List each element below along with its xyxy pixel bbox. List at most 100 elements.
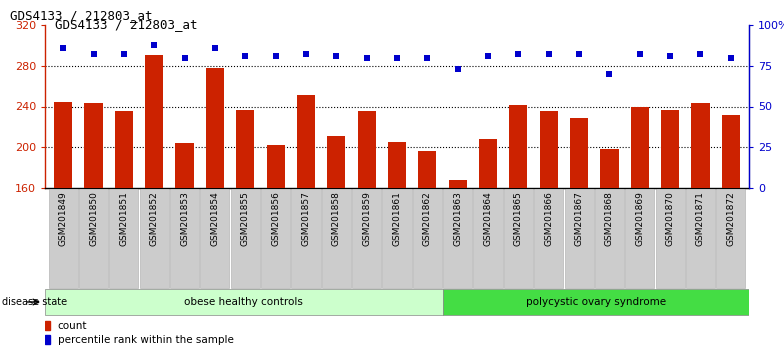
- Text: GSM201870: GSM201870: [666, 191, 674, 246]
- FancyBboxPatch shape: [49, 188, 78, 288]
- Bar: [297, 95, 315, 351]
- Bar: [236, 109, 254, 351]
- FancyBboxPatch shape: [442, 289, 749, 315]
- Point: [421, 55, 434, 61]
- Text: GSM201861: GSM201861: [393, 191, 401, 246]
- Point: [724, 55, 737, 61]
- Bar: [206, 68, 224, 351]
- FancyBboxPatch shape: [109, 188, 139, 288]
- Bar: [722, 115, 740, 351]
- Point: [543, 52, 555, 57]
- FancyBboxPatch shape: [230, 188, 260, 288]
- Bar: [176, 143, 194, 351]
- Bar: [601, 149, 619, 351]
- Bar: [114, 110, 133, 351]
- Text: obese healthy controls: obese healthy controls: [184, 297, 303, 307]
- Text: GSM201867: GSM201867: [575, 191, 583, 246]
- Text: GSM201859: GSM201859: [362, 191, 371, 246]
- FancyBboxPatch shape: [79, 188, 108, 288]
- Bar: [145, 55, 163, 351]
- Point: [178, 55, 191, 61]
- Point: [633, 52, 646, 57]
- Bar: [54, 102, 72, 351]
- FancyBboxPatch shape: [534, 188, 563, 288]
- Text: GSM201857: GSM201857: [302, 191, 310, 246]
- Text: polycystic ovary syndrome: polycystic ovary syndrome: [526, 297, 666, 307]
- FancyBboxPatch shape: [474, 188, 503, 288]
- Bar: [630, 107, 649, 351]
- FancyBboxPatch shape: [261, 188, 290, 288]
- FancyBboxPatch shape: [292, 188, 321, 288]
- FancyBboxPatch shape: [352, 188, 381, 288]
- Text: GDS4133 / 212803_at: GDS4133 / 212803_at: [10, 10, 153, 22]
- FancyBboxPatch shape: [655, 188, 684, 288]
- Text: count: count: [57, 321, 87, 331]
- Text: GSM201862: GSM201862: [423, 191, 432, 246]
- FancyBboxPatch shape: [625, 188, 655, 288]
- FancyBboxPatch shape: [413, 188, 442, 288]
- Text: GSM201849: GSM201849: [59, 191, 67, 246]
- Point: [603, 71, 615, 77]
- Point: [390, 55, 403, 61]
- Bar: [539, 110, 558, 351]
- FancyBboxPatch shape: [595, 188, 624, 288]
- Text: GSM201852: GSM201852: [150, 191, 158, 246]
- FancyBboxPatch shape: [383, 188, 412, 288]
- Point: [148, 42, 161, 47]
- Point: [573, 52, 586, 57]
- Point: [664, 53, 677, 59]
- FancyBboxPatch shape: [564, 188, 593, 288]
- Point: [118, 52, 130, 57]
- Text: GSM201858: GSM201858: [332, 191, 341, 246]
- Point: [57, 45, 70, 51]
- FancyBboxPatch shape: [686, 188, 715, 288]
- Text: percentile rank within the sample: percentile rank within the sample: [57, 335, 234, 345]
- Text: GSM201850: GSM201850: [89, 191, 98, 246]
- Point: [270, 53, 282, 59]
- Text: GSM201872: GSM201872: [726, 191, 735, 246]
- Bar: [267, 145, 285, 351]
- Point: [330, 53, 343, 59]
- Bar: [45, 335, 49, 344]
- Bar: [85, 103, 103, 351]
- FancyBboxPatch shape: [321, 188, 351, 288]
- Text: GSM201864: GSM201864: [484, 191, 492, 246]
- Point: [481, 53, 494, 59]
- Point: [239, 53, 252, 59]
- Bar: [358, 110, 376, 351]
- Text: GSM201871: GSM201871: [696, 191, 705, 246]
- Text: GSM201855: GSM201855: [241, 191, 250, 246]
- Text: GSM201863: GSM201863: [453, 191, 463, 246]
- Point: [209, 45, 221, 51]
- FancyBboxPatch shape: [170, 188, 199, 288]
- Point: [361, 55, 373, 61]
- Bar: [479, 139, 497, 351]
- Bar: [570, 118, 588, 351]
- Bar: [448, 180, 466, 351]
- FancyBboxPatch shape: [201, 188, 230, 288]
- Text: disease state: disease state: [2, 297, 67, 307]
- Point: [452, 66, 464, 72]
- Bar: [510, 105, 528, 351]
- Text: GSM201868: GSM201868: [605, 191, 614, 246]
- Point: [694, 52, 706, 57]
- Text: GSM201854: GSM201854: [210, 191, 220, 246]
- Bar: [691, 103, 710, 351]
- FancyBboxPatch shape: [504, 188, 533, 288]
- Bar: [388, 142, 406, 351]
- Text: GSM201851: GSM201851: [119, 191, 129, 246]
- Text: GDS4133 / 212803_at: GDS4133 / 212803_at: [55, 18, 198, 31]
- Text: GSM201869: GSM201869: [635, 191, 644, 246]
- Text: GSM201856: GSM201856: [271, 191, 280, 246]
- FancyBboxPatch shape: [443, 188, 472, 288]
- FancyBboxPatch shape: [45, 289, 442, 315]
- Text: GSM201853: GSM201853: [180, 191, 189, 246]
- Bar: [327, 136, 346, 351]
- FancyBboxPatch shape: [140, 188, 169, 288]
- Text: GSM201866: GSM201866: [544, 191, 554, 246]
- Bar: [661, 109, 679, 351]
- FancyBboxPatch shape: [717, 188, 746, 288]
- Bar: [418, 151, 437, 351]
- Point: [299, 52, 312, 57]
- Point: [87, 52, 100, 57]
